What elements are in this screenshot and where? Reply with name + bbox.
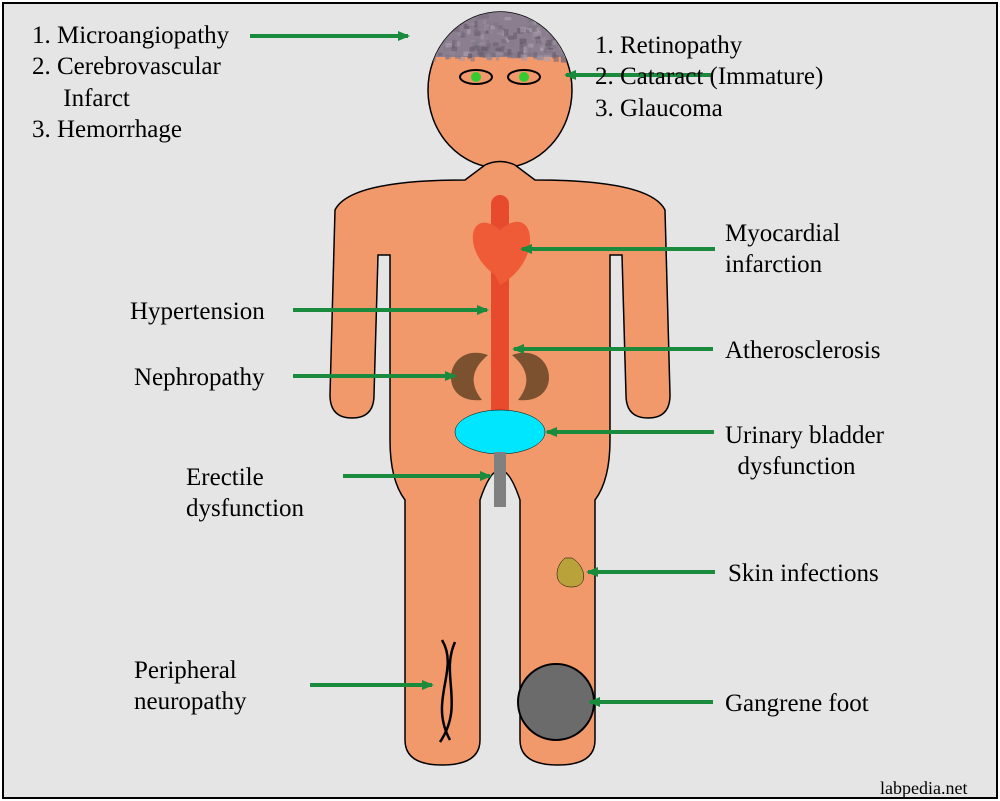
label-neuropathy: Peripheral neuropathy: [134, 655, 246, 718]
label-bladder: Urinary bladder dysfunction: [725, 420, 884, 483]
label-mi: Myocardial infarction: [725, 218, 840, 281]
label-hypertension: Hypertension: [130, 296, 265, 327]
label-skin: Skin infections: [728, 558, 879, 589]
source-credit: labpedia.net: [880, 778, 967, 799]
label-gangrene: Gangrene foot: [725, 688, 869, 719]
label-nephropathy: Nephropathy: [134, 362, 265, 393]
label-erectile: Erectile dysfunction: [186, 462, 304, 525]
erectile-organ: [494, 452, 506, 507]
diagram-root: 1. Microangiopathy 2. Cerebrovascular In…: [0, 0, 1000, 801]
label-atherosclerosis: Atherosclerosis: [725, 335, 881, 366]
gangrene-foot: [518, 664, 594, 740]
bladder: [455, 410, 545, 454]
label-brain: 1. Microangiopathy 2. Cerebrovascular In…: [32, 20, 229, 145]
label-eyes: 1. Retinopathy 2. Cataract (Immature) 3.…: [595, 30, 823, 124]
